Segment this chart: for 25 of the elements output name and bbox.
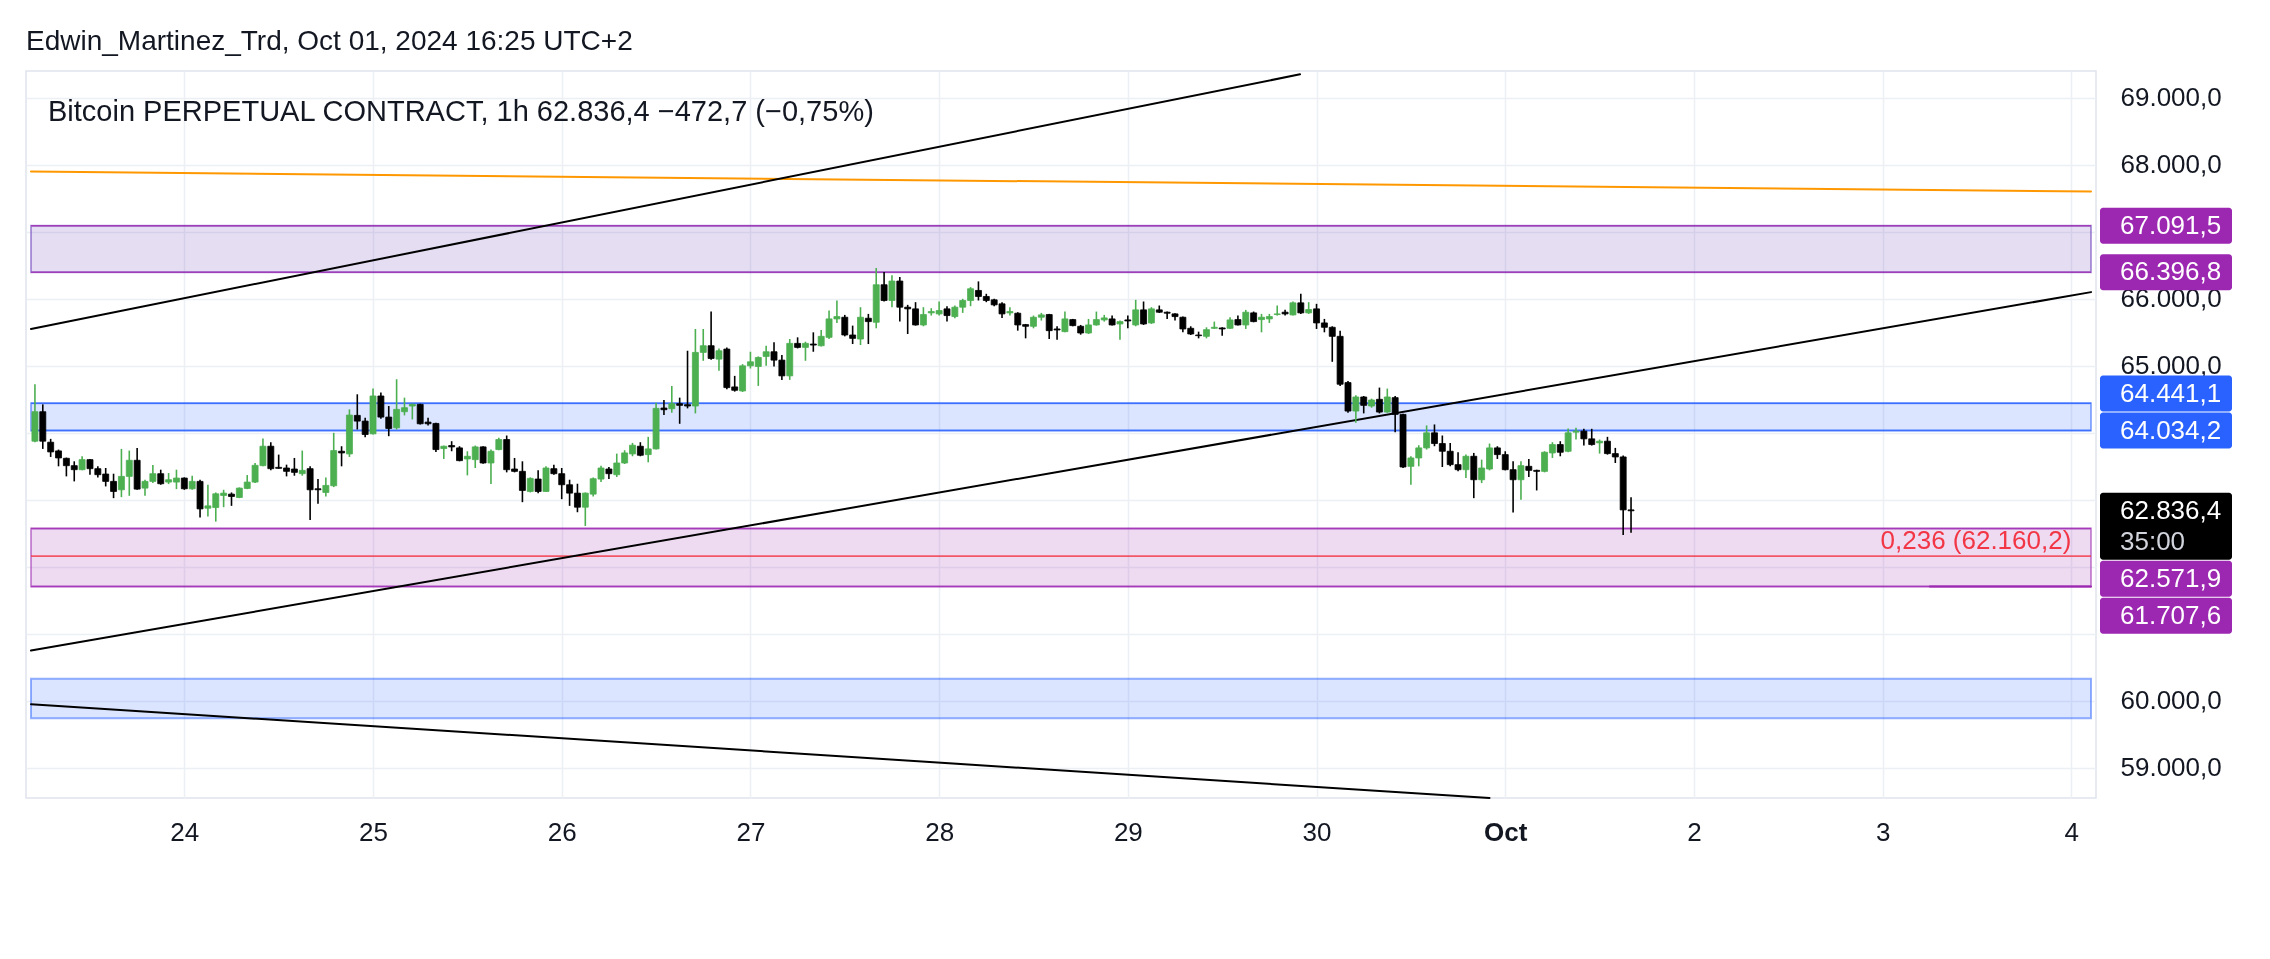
x-tick-label: 28 — [925, 816, 955, 847]
y-tick-label: 69.000,0 — [2120, 82, 2222, 113]
x-tick-label: 26 — [547, 816, 577, 847]
y-tick-label: 68.000,0 — [2120, 149, 2222, 180]
chart-title: Edwin_Martinez_Trd, Oct 01, 2024 16:25 UTC+2 — [26, 25, 633, 56]
x-tick-label: 30 — [1302, 816, 1332, 847]
x-tick-label: Oct — [1484, 816, 1528, 847]
x-tick-label: 4 — [2064, 816, 2080, 847]
text: 62.836,4 — [2120, 494, 2222, 525]
y-tick-label: 59.000,0 — [2120, 752, 2222, 783]
ref-line-label: 67.091,5 — [2120, 209, 2222, 240]
annotation: 0,236 (62.160,2) — [1880, 525, 2072, 556]
text: Bitcoin PERPETUAL CONTRACT, 1h 62.836,4 −472,7 (−0,75%) — [48, 95, 874, 127]
text: 35:00 — [2120, 525, 2186, 556]
x-tick-label: 24 — [170, 816, 200, 847]
ref-line-label: 62.571,9 — [2120, 562, 2222, 593]
x-tick-label: 2 — [1687, 816, 1702, 847]
ref-line-label: 61.707,6 — [2120, 599, 2222, 630]
x-tick-label: 27 — [736, 816, 766, 847]
ref-line-label: 64.034,2 — [2120, 414, 2222, 445]
x-tick-label: 3 — [1875, 816, 1891, 847]
ref-line-label: 66.396,8 — [2120, 256, 2222, 287]
x-tick-label: 25 — [359, 816, 388, 847]
y-tick-label: 60.000,0 — [2120, 685, 2222, 716]
x-tick-label: 29 — [1113, 816, 1143, 847]
